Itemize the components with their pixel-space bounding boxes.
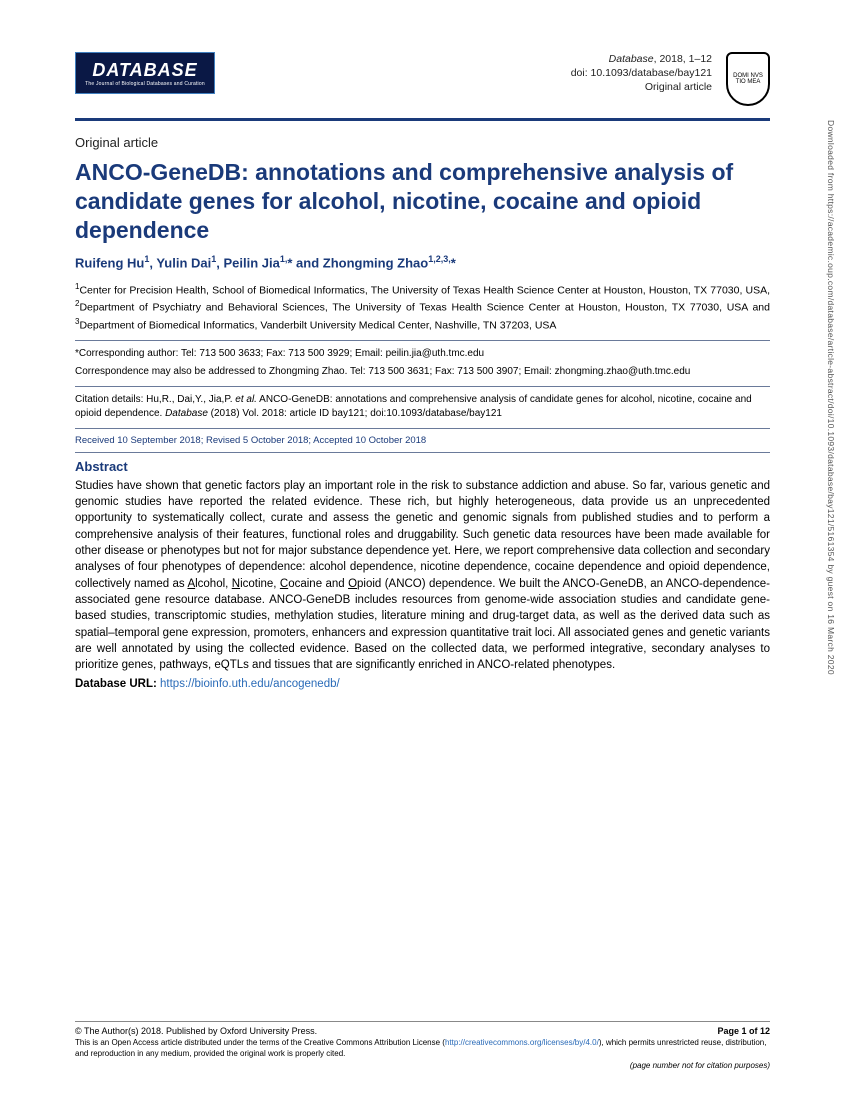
logo-text: DATABASE	[92, 60, 197, 81]
db-url-label: Database URL:	[75, 678, 157, 690]
meta-year: 2018	[659, 53, 682, 65]
authors: Ruifeng Hu1, Yulin Dai1, Peilin Jia1,* a…	[75, 254, 770, 270]
meta-text: Database, 2018, 1–12 doi: 10.1093/databa…	[571, 52, 712, 95]
dates: Received 10 September 2018; Revised 5 Oc…	[75, 435, 770, 446]
footer-copyright: © The Author(s) 2018. Published by Oxfor…	[75, 1026, 317, 1036]
rule-3	[75, 428, 770, 429]
rule-top	[75, 118, 770, 121]
database-url-link[interactable]: https://bioinfo.uth.edu/ancogenedb/	[160, 678, 340, 690]
logo-subtitle: The Journal of Biological Databases and …	[85, 81, 205, 87]
meta-journal: Database	[609, 53, 654, 65]
footer-license: This is an Open Access article distribut…	[75, 1038, 770, 1059]
abstract-body: Studies have shown that genetic factors …	[75, 478, 770, 674]
meta-pages: 1–12	[689, 53, 712, 65]
footer: © The Author(s) 2018. Published by Oxfor…	[75, 1021, 770, 1070]
footer-page: Page 1 of 12	[717, 1026, 770, 1036]
header-row: DATABASE The Journal of Biological Datab…	[75, 52, 770, 106]
rule-2	[75, 386, 770, 387]
rule-1	[75, 340, 770, 341]
publisher-seal-icon: DOMI NVS TIO MEA	[726, 52, 770, 106]
download-attribution: Downloaded from https://academic.oup.com…	[826, 120, 836, 675]
header-meta: Database, 2018, 1–12 doi: 10.1093/databa…	[571, 52, 770, 106]
abstract-heading: Abstract	[75, 459, 770, 474]
meta-doi: doi: 10.1093/database/bay121	[571, 66, 712, 80]
corresponding-1: *Corresponding author: Tel: 713 500 3633…	[75, 347, 770, 362]
database-url-line: Database URL: https://bioinfo.uth.edu/an…	[75, 678, 770, 690]
article-type: Original article	[75, 135, 770, 150]
footer-rule	[75, 1021, 770, 1022]
seal-text: DOMI NVS TIO MEA	[730, 73, 766, 85]
affiliations: 1Center for Precision Health, School of …	[75, 281, 770, 334]
footer-note: (page number not for citation purposes)	[75, 1061, 770, 1070]
article-title: ANCO-GeneDB: annotations and comprehensi…	[75, 158, 770, 244]
meta-type: Original article	[571, 80, 712, 94]
rule-4	[75, 452, 770, 453]
journal-logo: DATABASE The Journal of Biological Datab…	[75, 52, 215, 94]
corresponding-2: Correspondence may also be addressed to …	[75, 365, 770, 380]
citation: Citation details: Hu,R., Dai,Y., Jia,P. …	[75, 393, 770, 422]
